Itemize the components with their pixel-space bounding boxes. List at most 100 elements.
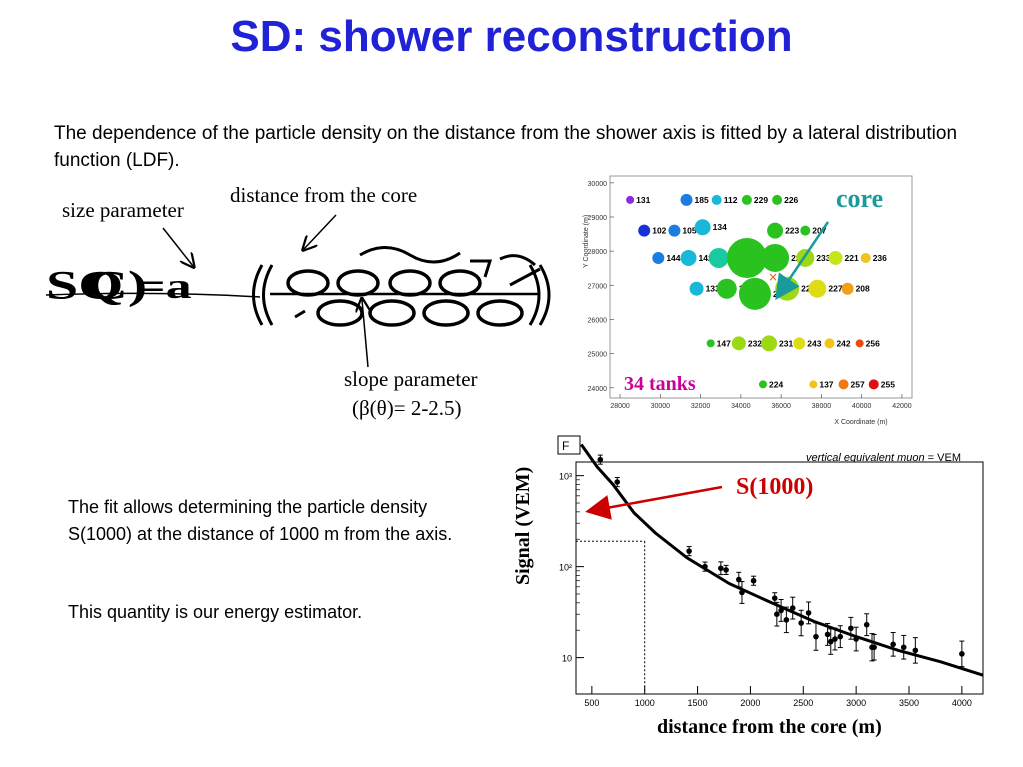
station-marker (841, 282, 854, 295)
station-marker (689, 281, 704, 296)
ldf-point (686, 546, 692, 557)
distance-from-core-label: distance from the core (230, 183, 418, 207)
ldf-point (718, 561, 724, 576)
station-marker (731, 336, 746, 351)
ldf-point-marker (771, 595, 778, 601)
station-id-label: 231 (779, 338, 793, 348)
ldf-point (827, 628, 834, 655)
distance-axis-label: distance from the core (m) (657, 716, 882, 738)
map-ytick-label: 25000 (588, 352, 608, 359)
ldf-point (736, 571, 742, 588)
station-id-label: 137 (819, 379, 833, 389)
station: 256 (855, 338, 880, 348)
ldf-point-marker (702, 563, 708, 570)
station: 147 (706, 338, 731, 348)
station-marker (680, 249, 697, 266)
map-xtick-label: 32000 (691, 403, 711, 410)
map-stations: 1311851122292261021051342232071441421061… (626, 193, 895, 390)
fit-description: The fit allows determining the particle … (68, 497, 453, 544)
ldf-point-marker (827, 638, 834, 645)
ldf-xtick-label: 1500 (688, 698, 708, 708)
station-id-label: 227 (828, 284, 842, 294)
station-marker (808, 279, 827, 298)
tanks-count-label: 34 tanks (624, 373, 696, 395)
station-marker (793, 337, 806, 350)
ldf-point-marker (774, 611, 780, 617)
station-marker (796, 248, 815, 267)
map-ytick-label: 24000 (588, 386, 608, 393)
station-marker (706, 339, 715, 348)
station-marker (838, 379, 849, 390)
station-marker (761, 335, 778, 352)
vem-note: vertical equivalent muon = VEM (806, 452, 961, 464)
ldf-frame-tab (557, 435, 581, 455)
ldf-point (848, 616, 854, 640)
ldf-point (900, 634, 907, 660)
ldf-point-marker (853, 636, 859, 642)
station-marker (800, 225, 811, 236)
svg-text:SQ: SQ (46, 262, 123, 307)
svg-text:=a: =a (136, 265, 192, 306)
ldf-xticks: 500 1000 1500 2000 2500 3000 3500 4000 (584, 686, 972, 708)
station-marker (694, 219, 711, 236)
station-id-label: 224 (769, 379, 783, 389)
vem-note-plain: = VEM (924, 452, 961, 464)
ldf-point-marker (718, 565, 724, 572)
ldf-point-marker (871, 644, 877, 651)
map-xtick-label: 42000 (892, 403, 912, 410)
station: 257 (838, 379, 865, 390)
ldf-yticks: 10 10² 10³ (559, 472, 584, 664)
ldf-point (912, 637, 919, 664)
station-marker (652, 251, 665, 264)
ldf-point-marker (783, 617, 790, 623)
ldf-point-marker (686, 548, 692, 554)
station: 207 (800, 225, 827, 236)
ldf-point (863, 613, 870, 637)
station-marker (855, 339, 864, 348)
station-id-label: 144 (666, 253, 680, 263)
svg-text:C): C) (86, 262, 147, 307)
ldf-point-marker (832, 636, 838, 642)
ldf-point (871, 634, 877, 661)
ldf-point (837, 625, 844, 649)
s1000-label: S(1000) (736, 474, 814, 500)
station: 226 (772, 194, 799, 205)
ldf-ytick-label: 10 (562, 654, 572, 664)
map-ytick-label: 28000 (588, 249, 608, 256)
map-ytick-label: 30000 (588, 181, 608, 188)
ldf-point (813, 622, 819, 651)
vem-note-italic: vertical equivalent muon (806, 452, 925, 464)
s1000-guide-lines (576, 540, 646, 694)
signal-axis-label: Signal (VEM) (512, 466, 534, 585)
tank-map-chart: Y Coordinate (m) X Coordinate (m) 240002… (583, 175, 913, 426)
station-id-label: 102 (652, 226, 666, 236)
ldf-signal-chart: F 10 10² 10³ 500 1000 1500 2000 2500 3000 3500 40… (557, 435, 984, 708)
ldf-formula-graphic: SQ C) =a (45, 246, 551, 327)
ldf-xtick-label: 2500 (793, 698, 813, 708)
ldf-xtick-label: 3500 (899, 698, 919, 708)
station-marker (772, 194, 783, 205)
station: 144 (652, 251, 681, 264)
ldf-point (832, 627, 838, 651)
map-xlabel: X Coordinate (m) (834, 419, 887, 426)
map-ytick-label: 26000 (588, 317, 608, 324)
ldf-point-marker (890, 641, 896, 648)
ldf-ytick-label: 10³ (559, 472, 572, 482)
station-marker (708, 247, 729, 268)
station: 243 (793, 337, 822, 350)
ldf-point-marker (723, 567, 729, 573)
station-marker (711, 194, 722, 205)
station-id-label: 223 (785, 226, 799, 236)
station-id-label: 147 (717, 338, 731, 348)
ldf-point-marker (736, 576, 742, 583)
station: 255 (868, 379, 895, 390)
station-id-label: 207 (812, 226, 826, 236)
ldf-point (805, 601, 812, 625)
station-id-label: 133 (706, 284, 720, 294)
station-id-label: 112 (724, 195, 738, 205)
ldf-xtick-label: 500 (584, 698, 599, 708)
station-id-label: 255 (881, 379, 895, 389)
station: 229 (741, 194, 768, 205)
station: 236 (860, 252, 887, 263)
ldf-point (783, 606, 790, 634)
